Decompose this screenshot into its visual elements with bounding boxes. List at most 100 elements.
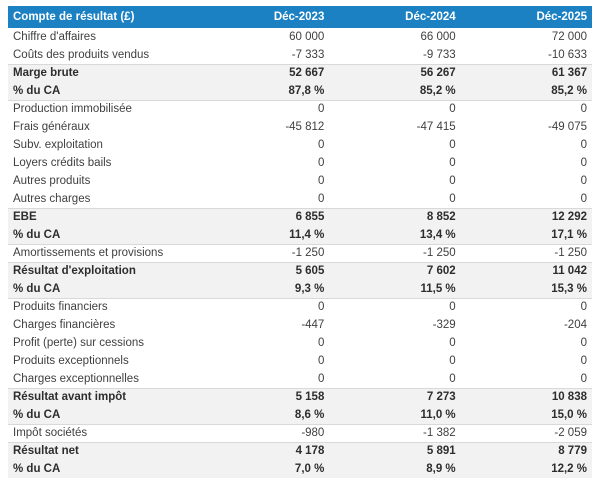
row-value: -47 415	[416, 121, 456, 133]
row-value: 5 605	[295, 265, 325, 278]
row-value: -1 250	[291, 247, 325, 259]
row-value: 8 779	[558, 445, 587, 458]
row-value: 0	[449, 337, 456, 349]
row-value: -1 382	[423, 427, 456, 439]
row-value: 5 158	[295, 391, 325, 404]
row-value: -204	[563, 319, 587, 331]
row-value: 7,0 %	[294, 463, 325, 475]
row-label: Chiffre d'affaires	[13, 31, 96, 43]
row-value: 15,3 %	[551, 282, 587, 295]
row-value: -49 075	[547, 121, 587, 133]
row-value: 0	[317, 301, 325, 314]
row-value: 85,2 %	[551, 84, 587, 97]
row-value: 0	[449, 301, 456, 314]
row-label: Production immobilisée	[13, 103, 132, 116]
row-value: 60 000	[289, 31, 325, 43]
row-value: 0	[580, 157, 587, 169]
row-value: 10 838	[551, 391, 587, 404]
row-value: 0	[449, 103, 456, 116]
row-label: Résultat net	[13, 445, 79, 458]
column-header-dec-2024: Déc-2024	[329, 6, 461, 28]
row-value: 7 273	[426, 391, 456, 404]
table-total-row: EBE 6 855 8 852 12 292	[8, 208, 592, 226]
row-value: -2 059	[554, 427, 587, 439]
row-value: 0	[580, 301, 587, 314]
table-total-row: Résultat avant impôt 5 158 7 273 10 838	[8, 388, 592, 406]
column-header-dec-2025: Déc-2025	[460, 6, 592, 28]
table-row: Frais généraux -45 812 -47 415 -49 075	[8, 118, 592, 136]
table-row: Produits financiers 0 0 0	[8, 298, 592, 316]
row-value: 66 000	[420, 31, 456, 43]
row-value: 5 891	[426, 445, 456, 458]
row-value: 8,6 %	[294, 408, 325, 421]
row-value: 0	[580, 175, 587, 187]
row-value: 11,4 %	[289, 228, 325, 241]
table-total-row: Marge brute 52 667 56 267 61 367	[8, 64, 592, 82]
row-value: 61 367	[551, 67, 587, 80]
row-label: % du CA	[13, 408, 61, 421]
row-value: 11,5 %	[420, 282, 456, 295]
table-row: Subv. exploitation 0 0 0	[8, 136, 592, 154]
row-value: -45 812	[285, 121, 325, 133]
row-value: 0	[580, 337, 587, 349]
row-label: Produits exceptionnels	[13, 355, 129, 367]
table-row: Profit (perte) sur cessions 0 0 0	[8, 334, 592, 352]
row-value: 0	[449, 139, 456, 151]
row-value: -1 250	[554, 247, 587, 259]
column-header-dec-2023: Déc-2023	[198, 6, 330, 28]
row-value: -447	[301, 319, 325, 331]
row-label: Résultat avant impôt	[13, 391, 127, 404]
row-label: Autres produits	[13, 175, 91, 187]
row-label: Amortissements et provisions	[13, 247, 164, 259]
row-value: 0	[317, 355, 325, 367]
row-value: 6 855	[295, 211, 325, 224]
row-label: Charges financières	[13, 319, 116, 331]
row-value: 17,1 %	[551, 228, 587, 241]
table-title: Compte de résultat (£)	[8, 6, 199, 28]
row-value: 0	[580, 139, 587, 151]
row-value: -9 733	[423, 48, 456, 61]
row-value: 0	[317, 337, 325, 349]
table-row: Coûts des produits vendus -7 333 -9 733 -10…	[8, 46, 592, 64]
row-label: Marge brute	[13, 67, 79, 80]
row-value: -7 333	[291, 48, 325, 61]
row-value: 0	[580, 372, 587, 385]
row-label: % du CA	[13, 282, 61, 295]
row-value: 0	[580, 103, 587, 116]
row-label: Subv. exploitation	[13, 139, 103, 151]
row-value: 0	[449, 192, 456, 205]
row-label: % du CA	[13, 228, 61, 241]
table-row: Loyers crédits bails 0 0 0	[8, 154, 592, 172]
row-value: 4 178	[295, 445, 325, 458]
row-value: 87,8 %	[288, 84, 325, 97]
table-row: Chiffre d'affaires 60 000 66 000 72 000	[8, 28, 592, 46]
row-value: 13,4 %	[419, 228, 456, 241]
table-row: Charges exceptionnelles 0 0 0	[8, 370, 592, 388]
row-value: 15,0 %	[551, 408, 587, 421]
row-value: 56 267	[420, 67, 456, 80]
table-total-row: % du CA 11,4 % 13,4 % 17,1 %	[8, 226, 592, 244]
row-value: -980	[301, 427, 325, 439]
row-value: -10 633	[547, 48, 587, 61]
row-label: Autres charges	[13, 192, 91, 205]
row-value: 72 000	[551, 31, 587, 43]
table-total-row: % du CA 9,3 % 11,5 % 15,3 %	[8, 280, 592, 298]
row-value: 12 292	[551, 211, 587, 224]
table-row: Amortissements et provisions -1 250 -1 250…	[8, 244, 592, 262]
row-label: Profit (perte) sur cessions	[13, 337, 145, 349]
table-row: Produits exceptionnels 0 0 0	[8, 352, 592, 370]
row-value: 8,9 %	[426, 463, 456, 475]
row-value: 85,2 %	[419, 84, 456, 97]
row-value: 0	[317, 139, 325, 151]
table-total-row: % du CA 8,6 % 11,0 % 15,0 %	[8, 406, 592, 424]
row-label: % du CA	[13, 463, 61, 475]
row-value: 11 042	[552, 265, 587, 278]
row-label: Produits financiers	[13, 301, 108, 314]
row-value: 8 852	[426, 211, 456, 224]
row-label: EBE	[13, 211, 37, 224]
row-value: 0	[317, 372, 325, 385]
row-value: 0	[317, 192, 325, 205]
row-label: Loyers crédits bails	[13, 157, 112, 169]
table-row: Charges financières -447 -329 -204	[8, 316, 592, 334]
row-value: 0	[317, 103, 325, 116]
